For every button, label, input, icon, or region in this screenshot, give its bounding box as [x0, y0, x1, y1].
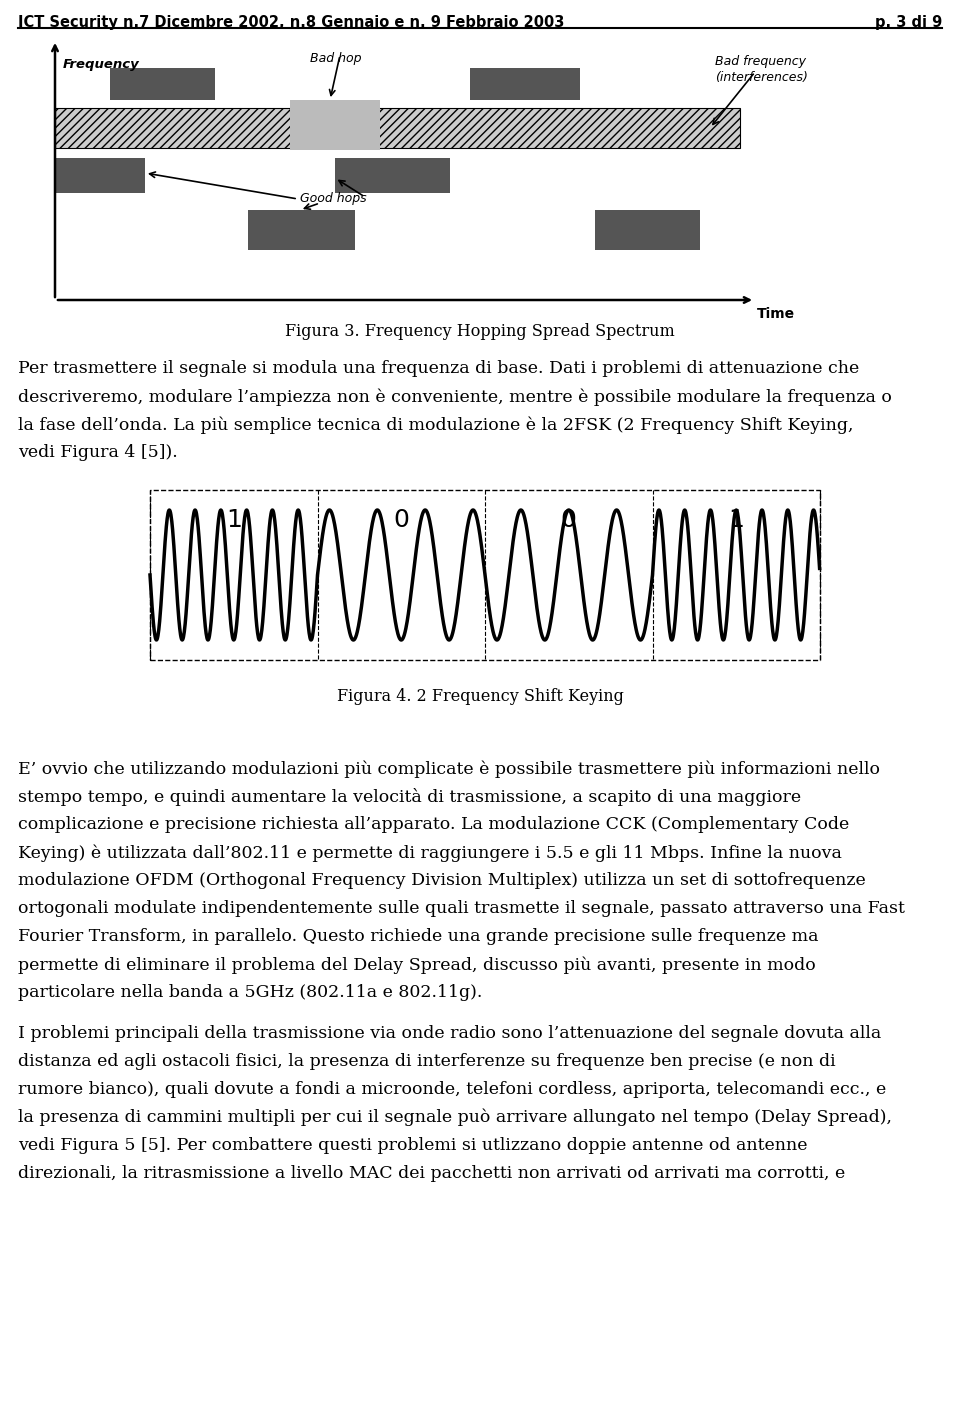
Text: Time: Time — [757, 307, 795, 321]
Text: distanza ed agli ostacoli fisici, la presenza di interferenze su frequenze ben p: distanza ed agli ostacoli fisici, la pre… — [18, 1053, 835, 1070]
Text: Fourier Transform, in parallelo. Questo richiede una grande precisione sulle fre: Fourier Transform, in parallelo. Questo … — [18, 928, 819, 945]
Text: la presenza di cammini multipli per cui il segnale può arrivare allungato nel te: la presenza di cammini multipli per cui … — [18, 1109, 892, 1126]
Text: p. 3 di 9: p. 3 di 9 — [875, 16, 942, 30]
Bar — [335, 158, 450, 194]
Text: vedi Figura 5 [5]. Per combattere questi problemi si utlizzano doppie antenne od: vedi Figura 5 [5]. Per combattere questi… — [18, 1137, 807, 1154]
Text: ortogonali modulate indipendentemente sulle quali trasmette il segnale, passato : ortogonali modulate indipendentemente su… — [18, 900, 905, 917]
Text: Frequency: Frequency — [63, 58, 140, 71]
Text: direzionali, la ritrasmissione a livello MAC dei pacchetti non arrivati od arriv: direzionali, la ritrasmissione a livello… — [18, 1164, 845, 1183]
Text: 1: 1 — [226, 509, 242, 533]
Text: particolare nella banda a 5GHz (802.11a e 802.11g).: particolare nella banda a 5GHz (802.11a … — [18, 983, 482, 1000]
Text: Bad frequency
(interferences): Bad frequency (interferences) — [715, 55, 808, 83]
Text: ICT Security n.7 Dicembre 2002, n.8 Gennaio e n. 9 Febbraio 2003: ICT Security n.7 Dicembre 2002, n.8 Genn… — [18, 16, 564, 30]
Text: E’ ovvio che utilizzando modulazioni più complicate è possibile trasmettere più : E’ ovvio che utilizzando modulazioni più… — [18, 760, 880, 777]
Bar — [150, 490, 820, 660]
Text: stempo tempo, e quindi aumentare la velocità di trasmissione, a scapito di una m: stempo tempo, e quindi aumentare la velo… — [18, 788, 802, 805]
Text: Figura 4. 2 Frequency Shift Keying: Figura 4. 2 Frequency Shift Keying — [337, 688, 623, 705]
Text: Per trasmettere il segnale si modula una frequenza di base. Dati i problemi di a: Per trasmettere il segnale si modula una… — [18, 360, 859, 377]
Bar — [110, 68, 215, 100]
Text: complicazione e precisione richiesta all’apparato. La modulazione CCK (Complemen: complicazione e precisione richiesta all… — [18, 815, 850, 834]
Text: 0: 0 — [561, 509, 577, 533]
Text: Keying) è utilizzata dall’802.11 e permette di raggiungere i 5.5 e gli 11 Mbps. : Keying) è utilizzata dall’802.11 e perme… — [18, 844, 842, 862]
Bar — [470, 68, 580, 100]
Text: 0: 0 — [394, 509, 409, 533]
Text: rumore bianco), quali dovute a fondi a microonde, telefoni cordless, apriporta, : rumore bianco), quali dovute a fondi a m… — [18, 1081, 886, 1098]
Text: Figura 3. Frequency Hopping Spread Spectrum: Figura 3. Frequency Hopping Spread Spect… — [285, 324, 675, 341]
Bar — [55, 158, 145, 194]
Text: Bad hop: Bad hop — [310, 52, 362, 65]
Text: la fase dell’onda. La più semplice tecnica di modulazione è la 2FSK (2 Frequency: la fase dell’onda. La più semplice tecni… — [18, 415, 853, 434]
Text: descriveremo, modulare l’ampiezza non è conveniente, mentre è possibile modulare: descriveremo, modulare l’ampiezza non è … — [18, 389, 892, 406]
Bar — [55, 107, 740, 148]
Bar — [248, 211, 355, 250]
Bar — [290, 100, 380, 150]
Text: vedi Figura 4 [5]).: vedi Figura 4 [5]). — [18, 444, 178, 461]
Text: Good hops: Good hops — [300, 192, 367, 205]
Text: 1: 1 — [729, 509, 744, 533]
Text: modulazione OFDM (Orthogonal Frequency Division Multiplex) utilizza un set di so: modulazione OFDM (Orthogonal Frequency D… — [18, 872, 866, 889]
Text: permette di eliminare il problema del Delay Spread, discusso più avanti, present: permette di eliminare il problema del De… — [18, 957, 816, 974]
Bar — [595, 211, 700, 250]
Text: I problemi principali della trasmissione via onde radio sono l’attenuazione del : I problemi principali della trasmissione… — [18, 1024, 881, 1041]
